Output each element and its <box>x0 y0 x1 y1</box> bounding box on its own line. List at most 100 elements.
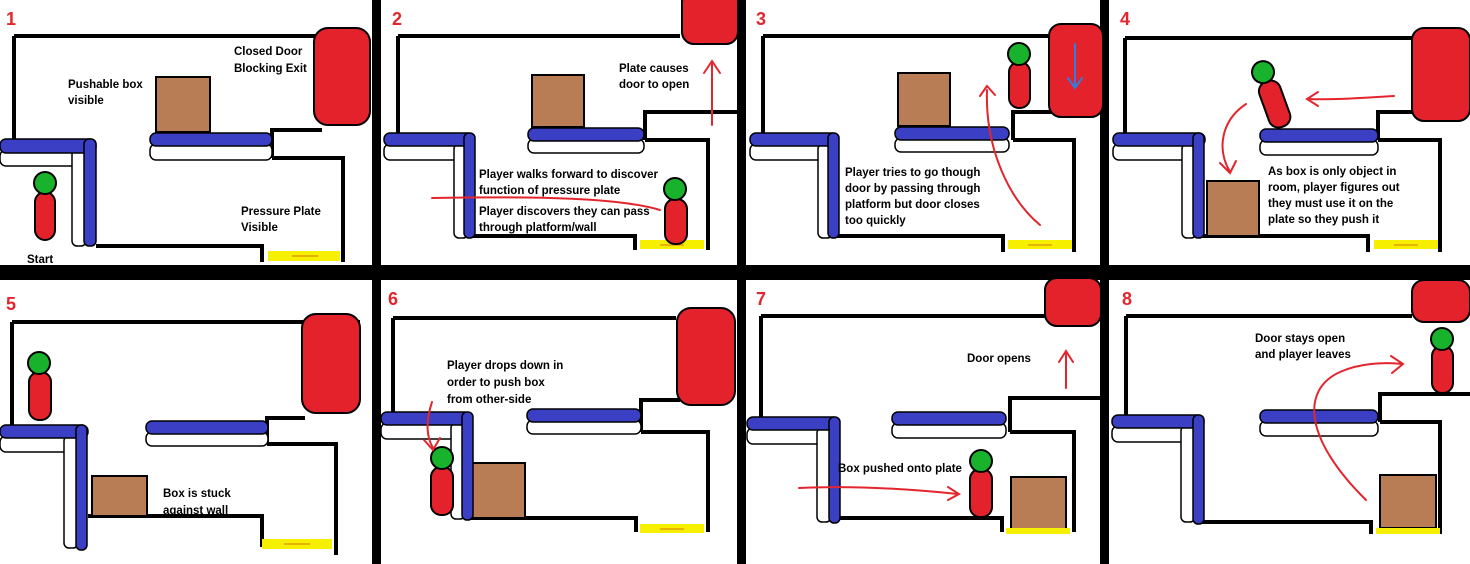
room-walls <box>391 316 710 532</box>
caption: Closed Door <box>234 46 303 58</box>
caption: Box is stuck <box>163 488 231 500</box>
panel-number: 4 <box>1120 9 1130 29</box>
platform-upper <box>1259 128 1379 143</box>
arrow-path <box>1313 355 1405 501</box>
platform-upper <box>527 127 645 142</box>
panel-1: 1 Closed Door Blocking Exit Pushable box… <box>0 9 371 266</box>
room-walls <box>759 314 1100 532</box>
caption: Blocking Exit <box>234 63 307 75</box>
caption: too quickly <box>845 215 906 227</box>
exit-door <box>1411 279 1470 323</box>
pushable-box <box>897 72 951 127</box>
room-walls <box>396 34 738 250</box>
ledge-upper <box>1111 414 1205 429</box>
ledge-upper <box>1112 132 1206 147</box>
door-closing-arrow <box>1067 43 1083 90</box>
panel-2: 2 Plate causes door to open Player walks… <box>383 0 739 250</box>
ledge-upper <box>0 424 89 439</box>
panel-8: 8 Door stays open and player leaves <box>1111 279 1470 534</box>
caption: Player walks forward to discover <box>479 169 658 181</box>
ledge-upper <box>749 132 839 147</box>
arrow-up <box>703 59 721 126</box>
exit-door <box>676 307 736 406</box>
ledge-side <box>828 416 841 524</box>
room-walls <box>12 34 362 262</box>
ledge-side <box>463 132 476 239</box>
caption: As box is only object in <box>1268 166 1396 178</box>
player-head-icon <box>430 446 454 470</box>
exit-door <box>313 27 371 126</box>
caption: room, player figures out <box>1268 182 1400 194</box>
room-walls <box>1123 36 1470 252</box>
pushable-box <box>1010 476 1067 530</box>
panel-number: 6 <box>388 289 398 309</box>
pushable-box <box>1206 180 1260 237</box>
player-head-icon <box>1007 42 1031 66</box>
caption: Box pushed onto plate <box>838 463 962 475</box>
panel-6: 6 Player drops down in order to push box… <box>380 289 736 533</box>
ledge-upper <box>380 411 472 426</box>
pressure-plate <box>1006 528 1070 534</box>
panel-3: 3 Player tries to go though door by pass… <box>749 9 1104 252</box>
player <box>1007 42 1031 109</box>
caption: from other-side <box>447 394 531 406</box>
caption: platform but door closes <box>845 199 980 211</box>
caption: plate so they push it <box>1268 214 1379 226</box>
caption: Player tries to go though <box>845 167 980 179</box>
player <box>1251 60 1292 129</box>
caption: Visible <box>241 222 278 234</box>
player <box>27 351 52 421</box>
player <box>969 449 993 518</box>
panel-number: 7 <box>756 289 766 309</box>
player <box>33 171 57 241</box>
panel-4: 4 As box is only object in room, player … <box>1112 9 1470 252</box>
caption: Pushable box <box>68 79 143 91</box>
caption: Door opens <box>967 353 1031 365</box>
panel-7: 7 Door opens Box pushed onto plate <box>746 277 1102 534</box>
player <box>663 177 688 245</box>
ledge-upper <box>0 138 97 154</box>
platform-upper <box>891 411 1007 426</box>
player-head-icon <box>27 351 51 375</box>
caption: through platform/wall <box>479 222 597 234</box>
panel-number: 8 <box>1122 289 1132 309</box>
platform-upper <box>145 420 269 435</box>
player <box>1430 327 1454 394</box>
player-head-icon <box>663 177 687 201</box>
ledge-upper <box>746 416 840 431</box>
arrow-down <box>423 401 441 452</box>
platform-upper <box>149 132 273 147</box>
player <box>430 446 454 516</box>
pushable-box <box>91 475 148 517</box>
panel-number: 1 <box>6 9 16 29</box>
caption: Door stays open <box>1255 333 1345 345</box>
caption: they must use it on the <box>1268 198 1393 210</box>
platform-upper <box>526 408 642 423</box>
panel-number: 5 <box>6 294 16 314</box>
pushable-box <box>155 76 211 133</box>
platform-upper <box>894 126 1010 141</box>
caption: order to push box <box>447 377 545 389</box>
caption: visible <box>68 95 104 107</box>
exit-door <box>681 0 739 45</box>
caption: against wall <box>163 505 228 517</box>
caption: Player discovers they can pass <box>479 206 650 218</box>
arrow-up <box>1058 349 1074 389</box>
pushable-box <box>1379 474 1437 529</box>
exit-door <box>301 313 361 414</box>
caption: Start <box>27 254 53 266</box>
room-walls <box>1124 314 1470 534</box>
exit-door <box>1044 277 1102 327</box>
ledge-side <box>1192 414 1205 525</box>
player-head-icon <box>1430 327 1454 351</box>
room-walls <box>10 320 360 555</box>
exit-door <box>1411 27 1470 122</box>
pushable-box <box>471 462 526 519</box>
ledge-side <box>461 411 474 521</box>
ledge-side <box>83 138 97 247</box>
ledge-side <box>75 424 88 551</box>
platform-upper <box>1259 409 1379 424</box>
arrow-down <box>1219 103 1247 175</box>
